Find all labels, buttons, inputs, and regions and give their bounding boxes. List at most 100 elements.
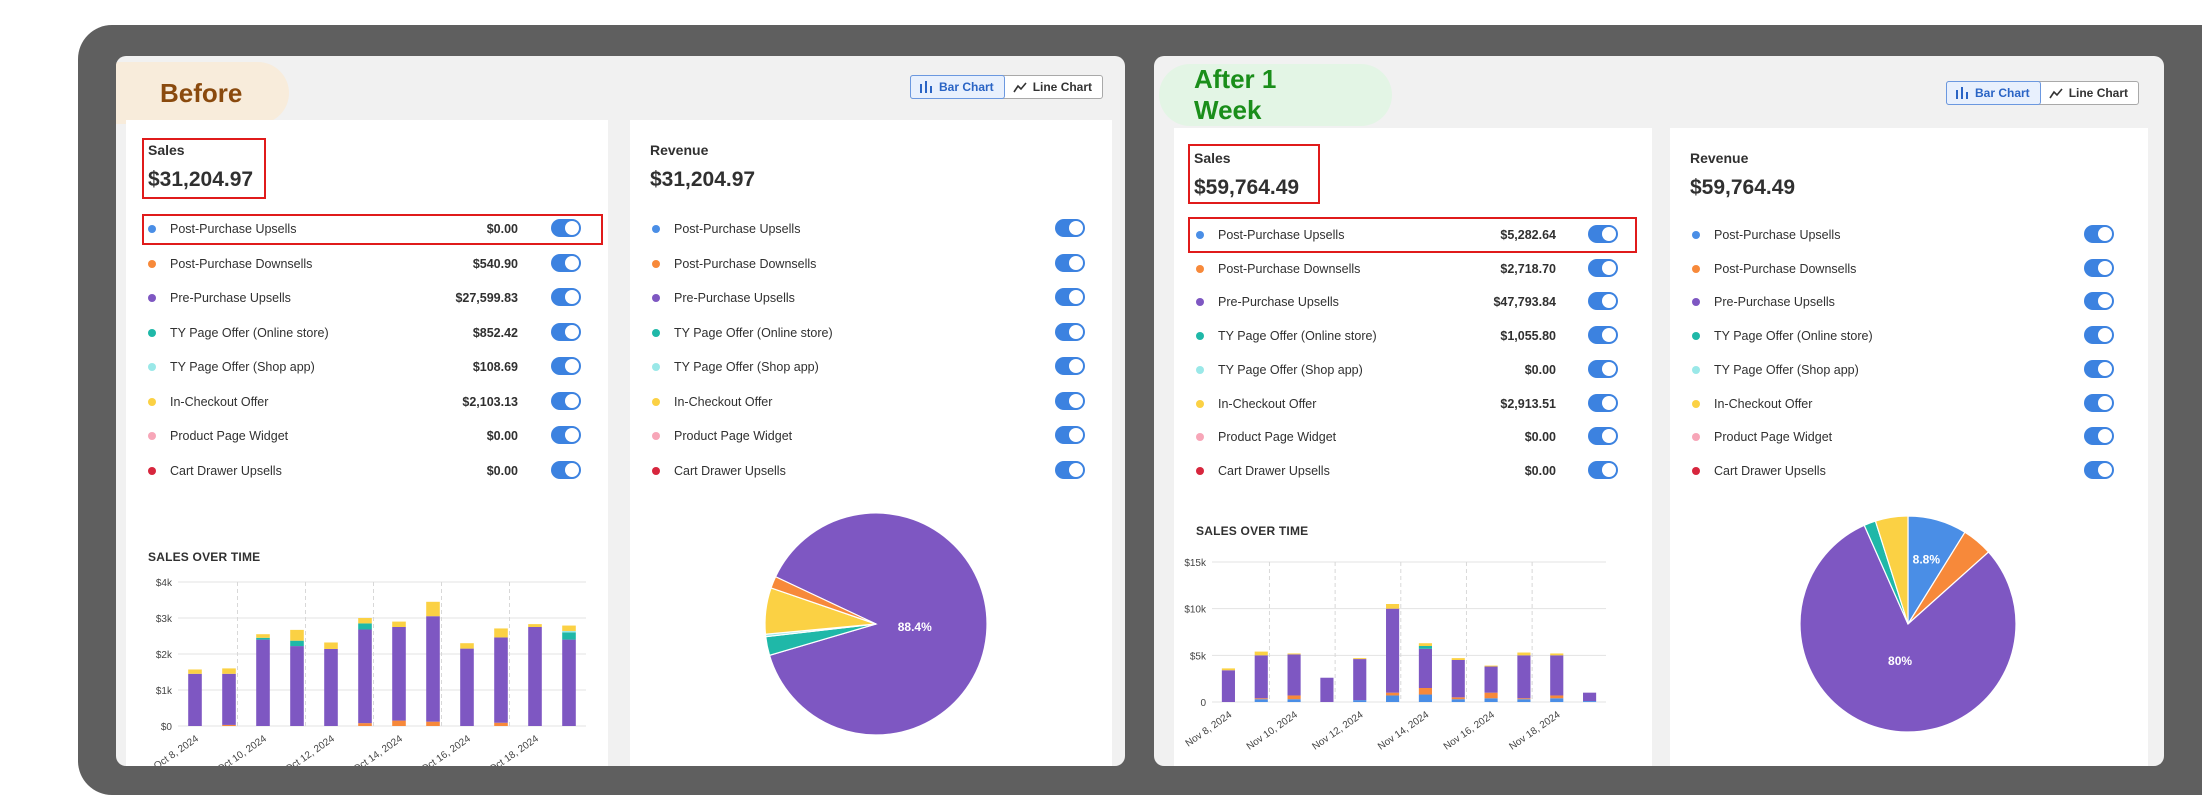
- visibility-toggle[interactable]: [1055, 253, 1085, 272]
- bar-segment-in-checkout-offer[interactable]: [1221, 668, 1235, 671]
- bar-segment-in-checkout-offer[interactable]: [324, 642, 338, 649]
- bar-segment-ty-page-offer-online-store[interactable]: [562, 632, 576, 640]
- visibility-toggle[interactable]: [551, 322, 581, 341]
- bar-segment-pre-purchase-upsells[interactable]: [562, 639, 576, 726]
- bar-segment-pre-purchase-upsells[interactable]: [1583, 692, 1597, 702]
- bar-segment-post-purchase-downsells[interactable]: [1451, 697, 1465, 700]
- bar-segment-post-purchase-downsells[interactable]: [494, 722, 508, 726]
- visibility-toggle[interactable]: [1588, 225, 1618, 243]
- bar-segment-in-checkout-offer[interactable]: [1386, 604, 1400, 609]
- pie-slice-pre-purchase-upsells[interactable]: [1799, 524, 2017, 733]
- bar-segment-in-checkout-offer[interactable]: [1287, 653, 1301, 655]
- bar-chart-button[interactable]: Bar Chart: [910, 75, 1005, 99]
- bar-segment-post-purchase-upsells[interactable]: [1353, 700, 1367, 702]
- visibility-toggle[interactable]: [551, 391, 581, 410]
- bar-segment-pre-purchase-upsells[interactable]: [1287, 654, 1301, 696]
- line-chart-button[interactable]: Line Chart: [2041, 82, 2138, 104]
- visibility-toggle[interactable]: [551, 219, 581, 237]
- bar-segment-post-purchase-upsells[interactable]: [1418, 694, 1432, 702]
- visibility-toggle[interactable]: [1588, 292, 1618, 311]
- visibility-toggle[interactable]: [2084, 258, 2114, 277]
- bar-segment-in-checkout-offer[interactable]: [358, 618, 372, 624]
- visibility-toggle[interactable]: [1055, 460, 1085, 479]
- visibility-toggle[interactable]: [2084, 326, 2114, 345]
- bar-segment-in-checkout-offer[interactable]: [1254, 651, 1268, 656]
- bar-segment-post-purchase-upsells[interactable]: [1484, 698, 1498, 702]
- bar-segment-post-purchase-downsells[interactable]: [426, 721, 440, 726]
- visibility-toggle[interactable]: [1055, 426, 1085, 444]
- bar-segment-in-checkout-offer[interactable]: [494, 628, 508, 638]
- bar-segment-post-purchase-downsells[interactable]: [1418, 688, 1432, 695]
- bar-segment-post-purchase-upsells[interactable]: [1451, 699, 1465, 702]
- visibility-toggle[interactable]: [1055, 391, 1085, 410]
- bar-segment-post-purchase-downsells[interactable]: [358, 723, 372, 726]
- bar-segment-post-purchase-upsells[interactable]: [1254, 699, 1268, 702]
- bar-segment-pre-purchase-upsells[interactable]: [460, 648, 474, 726]
- bar-segment-ty-page-offer-online-store[interactable]: [256, 637, 270, 640]
- bar-segment-in-checkout-offer[interactable]: [1418, 643, 1432, 646]
- visibility-toggle[interactable]: [1055, 357, 1085, 375]
- bar-segment-post-purchase-downsells[interactable]: [392, 720, 406, 726]
- bar-segment-ty-page-offer-online-store[interactable]: [1418, 646, 1432, 649]
- bar-segment-pre-purchase-upsells[interactable]: [324, 648, 338, 726]
- bar-segment-post-purchase-upsells[interactable]: [1583, 701, 1597, 702]
- visibility-toggle[interactable]: [551, 426, 581, 444]
- bar-segment-pre-purchase-upsells[interactable]: [1517, 655, 1531, 699]
- bar-segment-in-checkout-offer[interactable]: [1550, 653, 1564, 656]
- bar-segment-in-checkout-offer[interactable]: [290, 629, 304, 641]
- bar-segment-post-purchase-downsells[interactable]: [1484, 692, 1498, 699]
- visibility-toggle[interactable]: [1588, 326, 1618, 345]
- bar-segment-post-purchase-downsells[interactable]: [1386, 692, 1400, 696]
- bar-segment-in-checkout-offer[interactable]: [528, 624, 542, 627]
- bar-segment-ty-page-offer-online-store[interactable]: [358, 623, 372, 630]
- bar-segment-ty-page-offer-online-store[interactable]: [290, 640, 304, 647]
- bar-segment-pre-purchase-upsells[interactable]: [392, 627, 406, 721]
- bar-segment-post-purchase-downsells[interactable]: [1287, 695, 1301, 700]
- pie-slice-post-purchase-downsells[interactable]: [770, 575, 877, 625]
- visibility-toggle[interactable]: [1588, 427, 1618, 446]
- bar-segment-in-checkout-offer[interactable]: [562, 625, 576, 631]
- bar-segment-in-checkout-offer[interactable]: [392, 621, 406, 627]
- visibility-toggle[interactable]: [2084, 460, 2114, 479]
- visibility-toggle[interactable]: [551, 460, 581, 479]
- bar-segment-pre-purchase-upsells[interactable]: [1320, 677, 1334, 702]
- bar-segment-pre-purchase-upsells[interactable]: [1254, 655, 1268, 699]
- visibility-toggle[interactable]: [1055, 288, 1085, 306]
- bar-segment-in-checkout-offer[interactable]: [222, 668, 236, 674]
- bar-segment-pre-purchase-upsells[interactable]: [528, 627, 542, 726]
- pie-slice-pre-purchase-upsells[interactable]: [768, 512, 988, 736]
- bar-segment-post-purchase-downsells[interactable]: [1550, 695, 1564, 699]
- bar-segment-pre-purchase-upsells[interactable]: [256, 639, 270, 726]
- bar-segment-pre-purchase-upsells[interactable]: [290, 646, 304, 726]
- visibility-toggle[interactable]: [2084, 225, 2114, 243]
- visibility-toggle[interactable]: [1055, 219, 1085, 237]
- bar-segment-post-purchase-upsells[interactable]: [1517, 699, 1531, 702]
- bar-segment-in-checkout-offer[interactable]: [1353, 658, 1367, 660]
- visibility-toggle[interactable]: [2084, 427, 2114, 446]
- visibility-toggle[interactable]: [1588, 393, 1618, 412]
- pie-slice-in-checkout-offer[interactable]: [1874, 515, 1909, 625]
- bar-segment-pre-purchase-upsells[interactable]: [188, 673, 202, 726]
- bar-segment-post-purchase-downsells[interactable]: [222, 724, 236, 726]
- bar-segment-pre-purchase-upsells[interactable]: [1386, 608, 1400, 693]
- visibility-toggle[interactable]: [2084, 393, 2114, 412]
- bar-segment-pre-purchase-upsells[interactable]: [1484, 666, 1498, 693]
- visibility-toggle[interactable]: [2084, 359, 2114, 378]
- bar-segment-ty-page-offer-shop-app[interactable]: [562, 630, 576, 633]
- visibility-toggle[interactable]: [2084, 292, 2114, 311]
- bar-segment-pre-purchase-upsells[interactable]: [222, 673, 236, 725]
- visibility-toggle[interactable]: [1588, 460, 1618, 479]
- visibility-toggle[interactable]: [1588, 258, 1618, 277]
- bar-segment-pre-purchase-upsells[interactable]: [1418, 648, 1432, 688]
- bar-segment-pre-purchase-upsells[interactable]: [494, 637, 508, 723]
- bar-segment-post-purchase-downsells[interactable]: [1517, 698, 1531, 700]
- bar-segment-pre-purchase-upsells[interactable]: [1550, 655, 1564, 696]
- bar-segment-in-checkout-offer[interactable]: [1484, 665, 1498, 667]
- visibility-toggle[interactable]: [1055, 322, 1085, 341]
- bar-chart-button[interactable]: Bar Chart: [1946, 81, 2041, 105]
- bar-segment-in-checkout-offer[interactable]: [256, 634, 270, 638]
- bar-segment-in-checkout-offer[interactable]: [1517, 652, 1531, 656]
- visibility-toggle[interactable]: [551, 288, 581, 306]
- visibility-toggle[interactable]: [551, 357, 581, 375]
- visibility-toggle[interactable]: [551, 253, 581, 272]
